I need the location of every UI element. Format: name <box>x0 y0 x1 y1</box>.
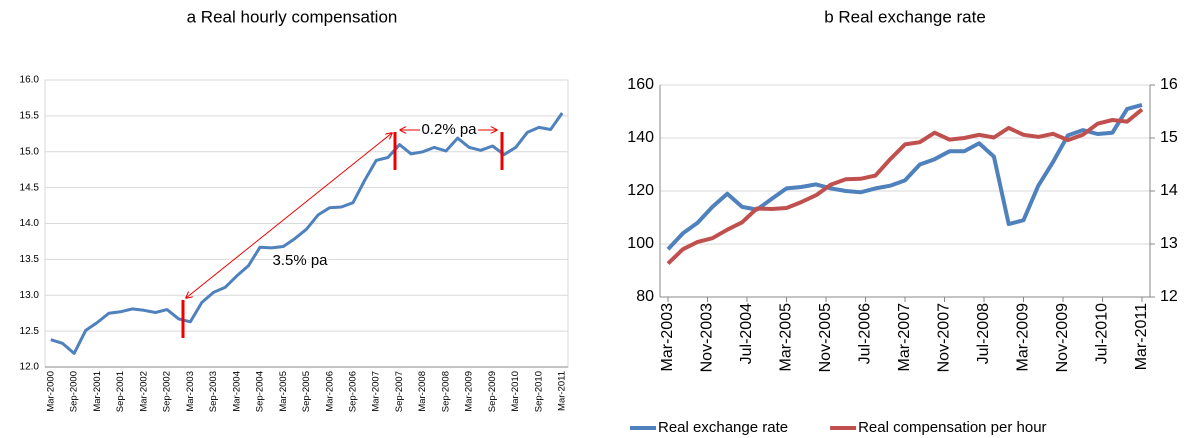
x-tick-label: Mar-2002 <box>138 371 149 412</box>
x-tick-label: Mar-2005 <box>778 303 795 372</box>
y2-tick-label: 14 <box>1160 182 1178 199</box>
y2-tick-label: 16 <box>1160 76 1178 93</box>
x-tick-label: Jul-2004 <box>738 303 755 364</box>
y-tick-label: 100 <box>627 235 654 252</box>
x-tick-label: Mar-2000 <box>45 371 56 412</box>
y-tick-label: 15.5 <box>20 111 40 122</box>
x-tick-label: Sep-2010 <box>533 371 544 412</box>
y-tick-label: 13.5 <box>20 254 40 265</box>
x-tick-label: Mar-2011 <box>1133 303 1150 370</box>
y-tick-label: 80 <box>636 288 654 305</box>
annotation: 0.2% pa <box>421 121 477 138</box>
y-tick-label: 16.0 <box>20 75 40 86</box>
y-tick-label: 13.0 <box>20 290 40 301</box>
x-tick-label: Sep-2003 <box>208 371 219 412</box>
x-tick-label: Mar-2003 <box>185 371 196 412</box>
x-tick-label: Sep-2006 <box>348 371 359 412</box>
y-tick-label: 120 <box>627 182 654 199</box>
x-tick-label: Sep-2007 <box>394 371 405 412</box>
x-tick-label: Mar-2003 <box>659 303 676 372</box>
x-tick-label: Mar-2007 <box>371 371 382 412</box>
x-tick-label: Sep-2002 <box>162 371 173 412</box>
x-tick-label: Sep-2009 <box>487 371 498 412</box>
y-tick-label: 14.0 <box>20 218 40 229</box>
y-tick-label: 14.5 <box>20 182 40 193</box>
x-tick-label: Mar-2005 <box>278 371 289 412</box>
legend-label: Real exchange rate <box>658 419 788 436</box>
y2-tick-label: 12 <box>1160 288 1178 305</box>
x-tick-label: Mar-2007 <box>896 303 913 372</box>
x-tick-label: Sep-2004 <box>255 371 266 412</box>
x-tick-label: Sep-2001 <box>115 371 126 412</box>
annotation-marks <box>181 130 504 338</box>
y2-tick-label: 13 <box>1160 235 1178 252</box>
series-line <box>666 107 1144 266</box>
x-tick-label: Jul-2006 <box>857 303 874 364</box>
legend-label: Real compensation per hour <box>858 419 1046 436</box>
x-tick-label: Nov-2005 <box>817 303 834 372</box>
y-tick-label: 12.5 <box>20 326 40 337</box>
annotation: 3.5% pa <box>272 252 328 269</box>
x-tick-label: Sep-2005 <box>301 371 312 412</box>
chart-title: b Real exchange rate <box>824 7 986 26</box>
series-line <box>666 102 1143 251</box>
x-tick-label: Jul-2008 <box>975 303 992 364</box>
x-tick-label: Nov-2007 <box>936 303 953 372</box>
y-tick-label: 160 <box>627 76 654 93</box>
x-tick-label: Mar-2009 <box>464 371 475 412</box>
chart-title: a Real hourly compensation <box>187 7 398 26</box>
x-tick-label: Mar-2008 <box>417 371 428 412</box>
y-tick-label: 140 <box>627 129 654 146</box>
x-tick-label: Mar-2010 <box>510 371 521 412</box>
y2-tick-label: 15 <box>1160 129 1178 146</box>
x-tick-label: Mar-2011 <box>557 371 568 411</box>
x-tick-label: Nov-2009 <box>1054 303 1071 372</box>
y-tick-label: 15.0 <box>20 146 40 157</box>
x-tick-label: Sep-2008 <box>440 371 451 412</box>
x-tick-label: Nov-2003 <box>699 303 716 372</box>
x-tick-label: Jul-2010 <box>1094 303 1111 364</box>
x-tick-label: Sep-2000 <box>69 371 80 412</box>
x-tick-label: Mar-2006 <box>324 371 335 412</box>
x-tick-label: Mar-2009 <box>1015 303 1032 372</box>
x-tick-label: Mar-2001 <box>92 371 103 412</box>
series-line <box>50 112 564 355</box>
y-tick-label: 12.0 <box>20 362 40 373</box>
x-tick-label: Mar-2004 <box>231 371 242 412</box>
